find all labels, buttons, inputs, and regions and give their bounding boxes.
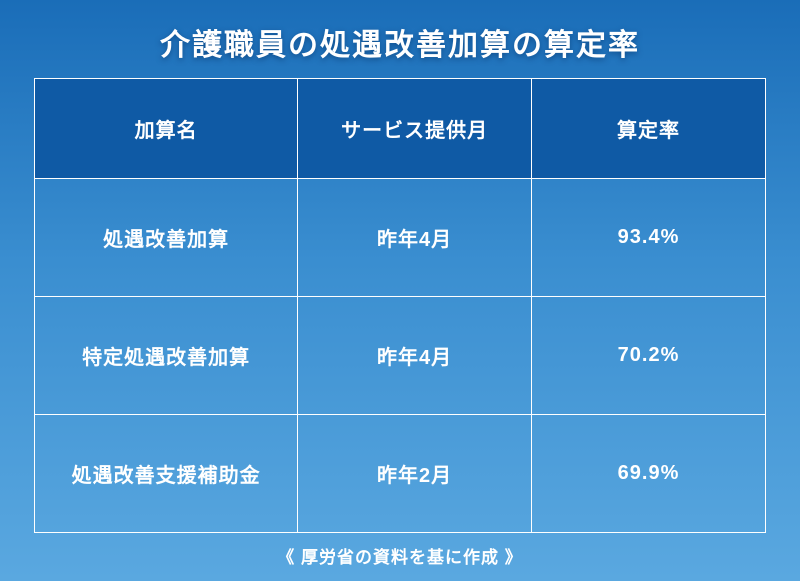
cell: 93.4%: [532, 179, 766, 297]
table-wrapper: 加算名 サービス提供月 算定率 処遇改善加算 昨年4月 93.4% 特定処遇改善…: [34, 78, 766, 533]
page-title: 介護職員の処遇改善加算の算定率: [0, 0, 800, 78]
cell: 処遇改善支援補助金: [35, 415, 298, 533]
header-cell-0: 加算名: [35, 79, 298, 179]
header-cell-1: サービス提供月: [298, 79, 532, 179]
cell: 昨年4月: [298, 297, 532, 415]
cell: 昨年4月: [298, 179, 532, 297]
cell: 処遇改善加算: [35, 179, 298, 297]
table-row: 特定処遇改善加算 昨年4月 70.2%: [35, 297, 766, 415]
cell: 70.2%: [532, 297, 766, 415]
header-cell-2: 算定率: [532, 79, 766, 179]
source-footer: 《 厚労省の資料を基に作成 》: [0, 533, 800, 568]
cell: 昨年2月: [298, 415, 532, 533]
rate-table: 加算名 サービス提供月 算定率 処遇改善加算 昨年4月 93.4% 特定処遇改善…: [34, 78, 766, 533]
table-row: 処遇改善支援補助金 昨年2月 69.9%: [35, 415, 766, 533]
table-header-row: 加算名 サービス提供月 算定率: [35, 79, 766, 179]
cell: 69.9%: [532, 415, 766, 533]
cell: 特定処遇改善加算: [35, 297, 298, 415]
page: 介護職員の処遇改善加算の算定率 加算名 サービス提供月 算定率 処遇改善加算 昨…: [0, 0, 800, 581]
table-row: 処遇改善加算 昨年4月 93.4%: [35, 179, 766, 297]
